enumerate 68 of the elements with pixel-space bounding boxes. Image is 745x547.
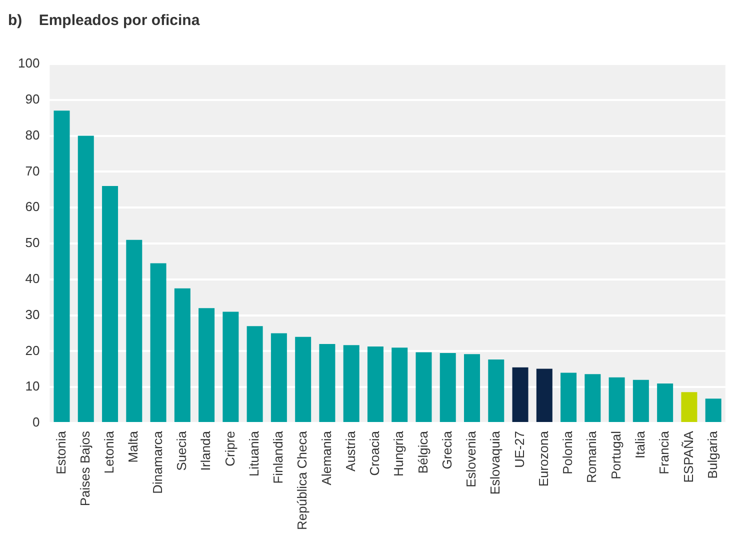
x-tick-label: Italia [632, 430, 648, 458]
bar [367, 346, 384, 422]
bar [174, 288, 190, 422]
x-tick-label: República Checa [294, 430, 310, 530]
x-tick-label: ESPAÑA [680, 430, 696, 483]
x-tick-label: Dinamarca [150, 430, 165, 494]
bar [343, 345, 360, 422]
x-tick-label: Hungria [391, 430, 406, 477]
x-tick-label: Suecia [174, 430, 189, 471]
y-tick-label: 90 [25, 91, 40, 106]
y-tick-label: 50 [25, 235, 40, 250]
x-tick-label: Portugal [608, 430, 624, 480]
x-tick-label: Letonia [102, 430, 117, 474]
bar [150, 263, 166, 422]
bar [270, 333, 287, 422]
y-tick-label: 70 [25, 163, 40, 178]
bar [54, 110, 70, 422]
x-tick-label: Bélgica [415, 430, 430, 474]
x-tick-label: Romania [584, 430, 600, 484]
x-tick-label: UE-27 [512, 430, 527, 468]
x-tick-label: Cripre [222, 430, 238, 466]
bar [584, 374, 601, 422]
bar [705, 398, 722, 422]
bar [512, 367, 528, 422]
x-tick-label: Lituania [246, 430, 262, 477]
x-tick-label: Eslovenia [464, 430, 479, 488]
x-tick-label: Eurozona [536, 430, 551, 487]
x-tick-label: Francia [656, 430, 672, 474]
bar [126, 240, 142, 422]
y-tick-label: 40 [25, 270, 40, 286]
bar [78, 136, 94, 422]
bar [560, 372, 577, 422]
chart-title: b) Empleados por oficina [8, 12, 200, 30]
x-tick-label: Bulgaria [704, 430, 720, 479]
bar [392, 348, 408, 422]
x-tick-label: Paises Bajos [77, 430, 92, 506]
x-tick-label: Irlanda [198, 430, 214, 471]
bar [608, 377, 625, 422]
x-tick-label: Estonia [53, 430, 68, 474]
bar [222, 312, 239, 422]
bar [440, 352, 456, 422]
x-tick-label: Croacia [367, 430, 382, 476]
y-tick-label: 10 [25, 378, 40, 394]
y-tick-label: 60 [25, 199, 40, 214]
y-tick-label: 100 [18, 56, 40, 71]
bar [681, 392, 698, 422]
x-tick-label: Grecia [439, 430, 454, 470]
x-tick-label: Eslovaquia [488, 430, 503, 495]
bar [198, 308, 215, 422]
bar [416, 352, 432, 422]
y-tick-label: 30 [25, 306, 40, 322]
y-tick-label: 80 [25, 127, 40, 142]
bar [464, 354, 480, 422]
x-tick-label: Alemania [318, 430, 334, 486]
y-tick-label: 20 [25, 342, 40, 358]
x-tick-label: Malta [126, 430, 141, 463]
bar [246, 326, 263, 422]
bar [319, 344, 336, 422]
bar [657, 384, 674, 422]
bar [295, 336, 312, 422]
x-tick-label: Austria [342, 430, 358, 472]
bar [536, 368, 552, 422]
bar [632, 380, 649, 422]
y-tick-label: 0 [32, 414, 40, 430]
x-tick-label: Polonia [560, 430, 576, 474]
bar [488, 359, 504, 422]
bar [102, 186, 118, 422]
x-tick-label: Finlandia [270, 430, 286, 484]
